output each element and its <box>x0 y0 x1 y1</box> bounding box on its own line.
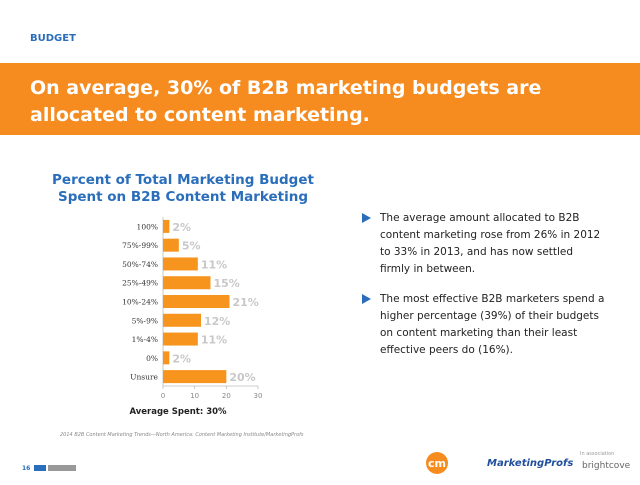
footer-icon <box>48 465 76 471</box>
y-tick-label: 10%-24% <box>122 298 158 307</box>
x-tick-label: 0 <box>161 392 165 400</box>
association: In association <box>580 451 614 457</box>
value-label: 2% <box>172 221 191 234</box>
y-tick-label: 0% <box>146 354 158 363</box>
bar <box>163 238 179 252</box>
bar <box>163 351 170 365</box>
bar <box>163 276 211 290</box>
value-label: 11% <box>201 258 227 271</box>
y-tick-label: 50%-74% <box>122 260 158 269</box>
source: 2014 B2B Content Marketing Trends—North … <box>60 432 304 438</box>
section-label: BUDGET <box>30 33 76 44</box>
chart-title: Spent on B2B Content Marketing <box>58 189 308 205</box>
y-tick-label: 100% <box>137 222 158 231</box>
bullet-text: The most effective B2B marketers spend a… <box>380 293 605 356</box>
bullet-icon <box>362 294 371 304</box>
y-tick-label: 5%-9% <box>132 316 158 325</box>
bar <box>163 257 198 271</box>
x-tick-label: 20 <box>222 392 231 400</box>
bar <box>163 219 170 233</box>
value-label: 5% <box>182 240 201 253</box>
logo-icon <box>426 452 448 474</box>
footer-icon <box>34 465 46 471</box>
x-tick-label: 30 <box>254 392 263 400</box>
value-label: 20% <box>229 371 255 384</box>
headline: allocated to content marketing. <box>30 104 370 126</box>
logo: brightcove <box>582 461 631 471</box>
bullet-icon <box>362 213 371 223</box>
bullet-text: The average amount allocated to B2B cont… <box>380 212 601 275</box>
value-label: 15% <box>214 277 240 290</box>
bar <box>163 332 198 346</box>
chart-note: Average Spent: 30% <box>129 407 227 417</box>
logo: cm <box>428 457 446 470</box>
bar <box>163 370 227 384</box>
y-tick-label: 75%-99% <box>122 241 158 250</box>
value-label: 11% <box>201 334 227 347</box>
y-tick-label: 25%-49% <box>122 279 158 288</box>
value-label: 12% <box>204 315 230 328</box>
page-number: 16 <box>22 465 30 472</box>
x-tick-label: 10 <box>190 392 199 400</box>
headline: On average, 30% of B2B marketing budgets… <box>30 77 541 99</box>
chart-title: Percent of Total Marketing Budget <box>52 172 314 188</box>
y-tick-label: 1%-4% <box>132 335 158 344</box>
bar <box>163 295 230 308</box>
bar <box>163 313 201 327</box>
y-tick-label: Unsure <box>130 373 158 382</box>
value-label: 21% <box>233 296 259 309</box>
logo: MarketingProfs <box>487 458 573 469</box>
header-band <box>0 63 640 135</box>
value-label: 2% <box>172 352 191 365</box>
